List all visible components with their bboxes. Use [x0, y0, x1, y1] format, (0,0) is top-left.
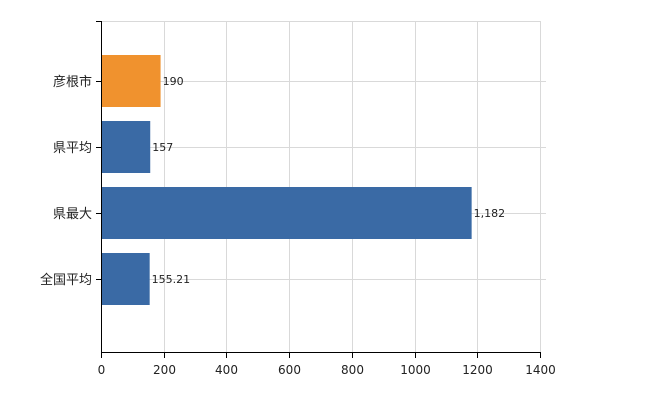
x-tick-label: 200	[153, 363, 176, 377]
x-tick-label: 1000	[400, 363, 431, 377]
category-label: 彦根市	[53, 74, 92, 90]
bar	[101, 55, 161, 107]
x-tick-label: 400	[215, 363, 238, 377]
labels-layer: 190 彦根市 157 県平均 1,182 県最大 155.21 全国平均 0 200 400 600…	[40, 74, 556, 377]
bar	[101, 121, 151, 173]
x-tick-label: 800	[341, 363, 364, 377]
x-tick-label: 1200	[462, 363, 493, 377]
category-label: 県最大	[53, 207, 92, 222]
x-tick-label: 1400	[525, 363, 556, 377]
data-label: 190	[163, 75, 184, 88]
data-label: 155.21	[152, 273, 191, 286]
bars-layer	[101, 55, 472, 305]
x-tick-label: 0	[98, 363, 106, 377]
grid-layer	[101, 21, 546, 352]
data-label: 157	[152, 141, 173, 154]
x-tick-label: 600	[278, 363, 301, 377]
category-label: 県平均	[53, 141, 92, 156]
bar	[101, 253, 150, 305]
category-label: 全国平均	[40, 272, 92, 288]
axes-layer	[96, 21, 541, 358]
data-label: 1,182	[474, 207, 506, 220]
bar	[101, 187, 472, 239]
